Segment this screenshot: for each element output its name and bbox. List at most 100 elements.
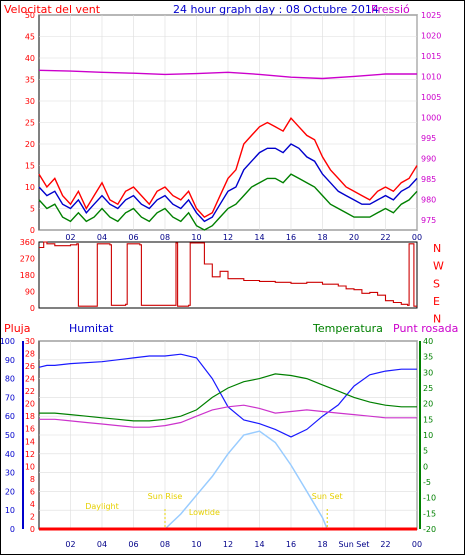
y-left-tick-15: 15 [25,162,35,171]
annotation-0: Daylight [85,502,119,511]
y-right-tick-985: 985 [421,175,436,184]
hum-tick-4: 4 [30,500,35,509]
wind-panel-grid [39,14,418,231]
y-left-tick-40: 40 [25,54,35,63]
x-tick-08: 08 [160,233,170,242]
temp-tick-5: 5 [423,447,428,456]
wind-panel-series [38,69,418,231]
temp-tick-20: 20 [423,400,433,409]
rain-tick-60: 60 [5,412,15,421]
x-tick-10: 10 [191,233,201,242]
pressure-label: Pressió [371,3,410,16]
temp-tick-40: 40 [423,337,433,346]
hum-tick-26: 26 [25,362,35,371]
x-tick-18: 18 [317,233,327,242]
x3-tick-7: 16 [286,540,296,549]
y-right-tick-980: 980 [421,195,436,204]
y-left-tick-35: 35 [25,76,35,85]
climate-panel-temperature-axis: -20 -15 -10 -5 0 5 10 15 20 25 30 35 40 [419,337,436,534]
hum-tick-0: 0 [30,525,35,534]
temp-tick-25: 25 [423,384,433,393]
x3-tick-2: 06 [128,540,138,549]
series-average [38,143,418,223]
rain-tick-50: 50 [5,431,15,440]
hum-tick-16: 16 [25,425,35,434]
rain-tick-0: 0 [10,525,15,534]
hum-tick-28: 28 [25,350,35,359]
wind-panel-right-axis: 975 980 985 990 995 1000 1005 1010 1015 1020 1025 [421,11,441,225]
rain-tick-80: 80 [5,375,15,384]
rain-tick-30: 30 [5,469,15,478]
x-tick-04: 04 [97,233,107,242]
hum-tick-20: 20 [25,400,35,409]
dir-tick-360: 360 [20,238,35,247]
wind-panel-left-axis: 0 5 10 15 20 25 30 35 40 45 50 [25,11,35,235]
x3-tick-11: 00 [412,540,422,549]
dew-point-label: Punt rosada [393,322,458,335]
rain-tick-20: 20 [5,487,15,496]
humidity-label: Humitat [69,322,114,335]
y-left-tick-45: 45 [25,33,35,42]
y-right-tick-1025: 1025 [421,11,441,20]
rain-label: Pluja [4,322,30,335]
compass-1: W [433,260,444,273]
temp-tick--20: -20 [423,525,436,534]
rain-tick-100: 100 [1,337,15,346]
series-pressure [38,69,417,80]
graph-title: 24 hour graph day : 08 Octubre 2014 [173,3,379,16]
y-right-tick-1020: 1020 [421,31,441,40]
direction-panel-series [39,241,417,307]
rain-tick-40: 40 [5,450,15,459]
x3-tick-0: 02 [65,540,75,549]
direction-panel-frame [38,241,418,309]
y-right-tick-975: 975 [421,216,436,225]
rain-tick-10: 10 [5,506,15,515]
temp-tick-15: 15 [423,415,433,424]
temp-tick-30: 30 [423,368,433,377]
y-left-tick-50: 50 [25,11,35,20]
x3-tick-5: 12 [223,540,233,549]
y-right-tick-995: 995 [421,134,436,143]
x3-tick-1: 04 [97,540,107,549]
temp-tick-0: 0 [423,462,428,471]
climate-panel-grid [39,340,418,530]
y-left-tick-10: 10 [25,183,35,192]
direction-panel-left-axis: 0 90 180 270 360 [20,238,35,313]
compass-4: N [433,313,441,326]
y-right-tick-1005: 1005 [421,93,441,102]
hum-tick-10: 10 [25,462,35,471]
x3-tick-8: 18 [317,540,327,549]
rain-tick-70: 70 [5,393,15,402]
y-left-tick-30: 30 [25,97,35,106]
hum-tick-2: 2 [30,512,35,521]
temp-tick-10: 10 [423,431,433,440]
hum-tick-6: 6 [30,487,35,496]
y-right-tick-1000: 1000 [421,113,441,122]
compass-0: N [433,242,441,255]
temperature-label: Temperatura [312,322,383,335]
x-tick-16: 16 [286,233,296,242]
hum-tick-24: 24 [25,375,35,384]
dir-tick-270: 270 [20,255,35,264]
climate-panel-annotations: Daylight Sun Rise Lowtide Sun Set [85,492,343,529]
x-tick-06: 06 [128,233,138,242]
series-gust [38,117,418,218]
compass-2: S [433,277,440,290]
series3-temperatura [39,373,417,422]
temp-tick--5: -5 [423,478,431,487]
hum-tick-8: 8 [30,475,35,484]
hum-tick-22: 22 [25,387,35,396]
y-left-tick-20: 20 [25,140,35,149]
y-left-tick-5: 5 [30,205,35,214]
climate-panel-series [38,353,417,531]
y-left-tick-0: 0 [30,226,35,235]
dir-tick-180: 180 [20,271,35,280]
x-tick-14: 14 [254,233,264,242]
hum-tick-30: 30 [25,337,35,346]
annotation-3: Sun Set [312,492,343,501]
climate-panel-x-axis: 02 04 06 08 10 12 14 16 18 Sun Set 22 00 [65,540,422,549]
wind-panel-x-axis: 02 04 06 08 10 12 14 16 18 20 22 00 [65,233,422,242]
